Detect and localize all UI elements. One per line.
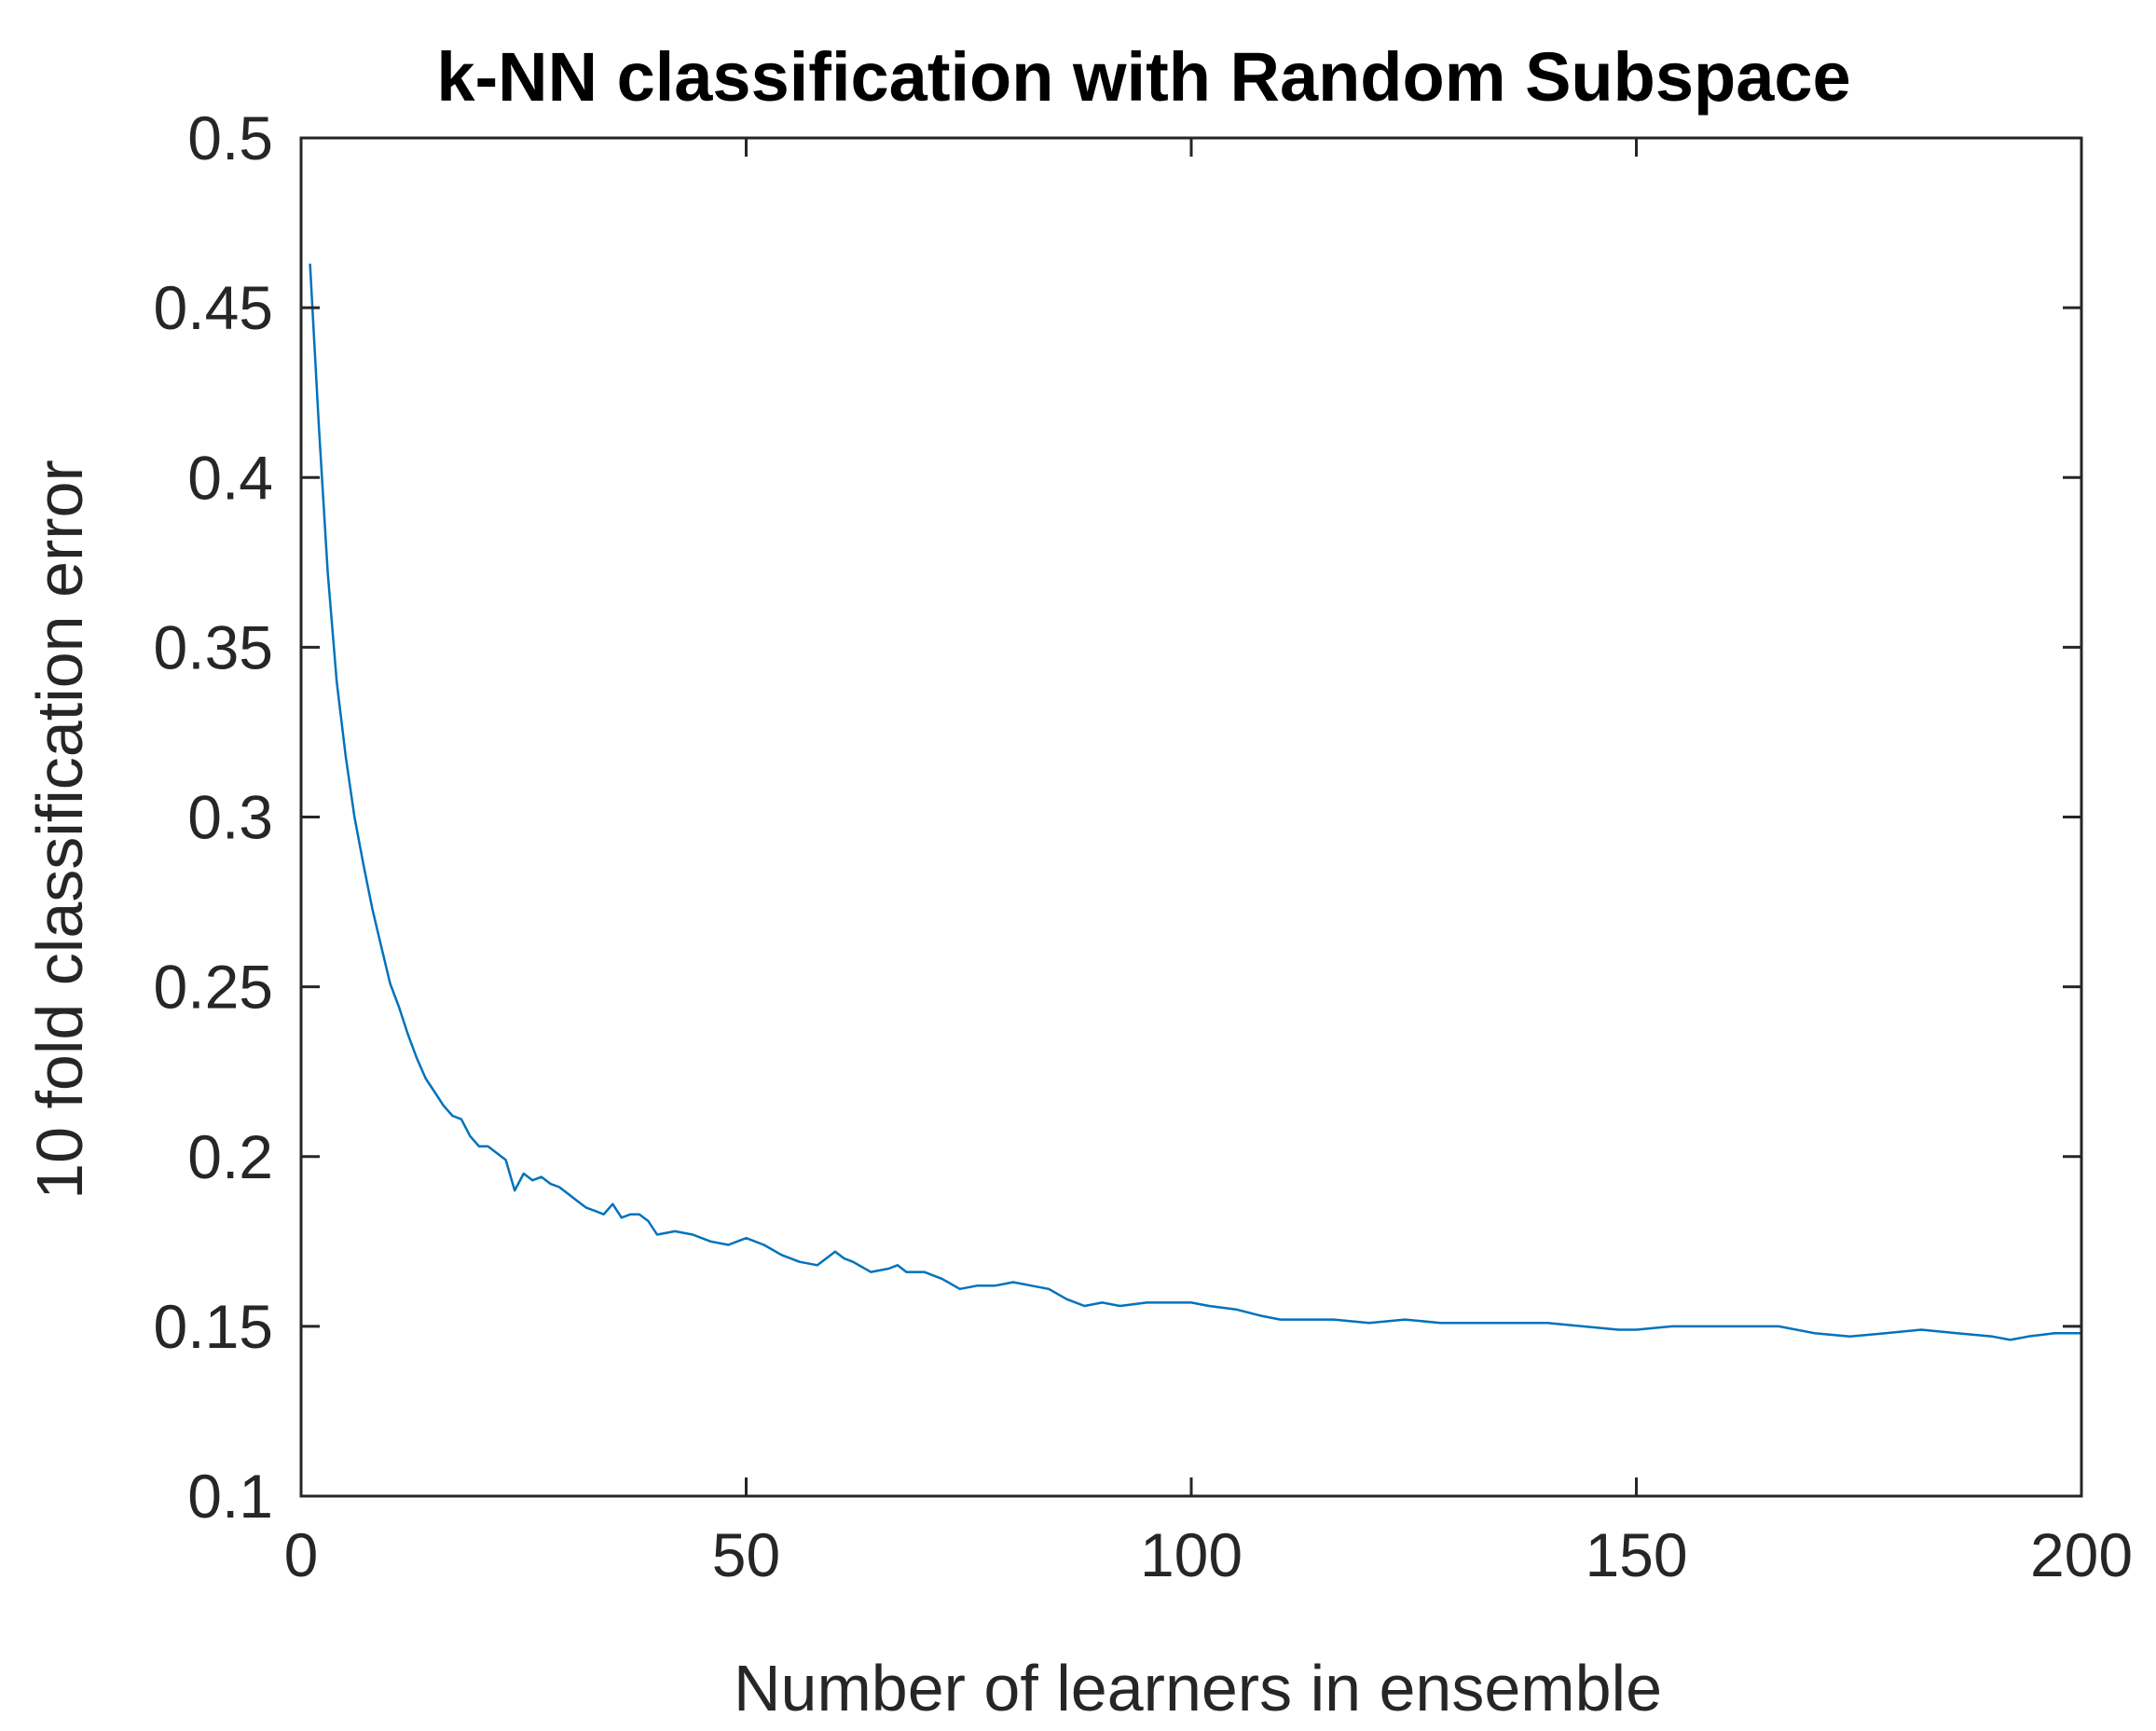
x-tick-label: 50 [712, 1520, 780, 1589]
x-axis: 0 50 100 150 200 [284, 138, 2133, 1589]
y-tick-label: 0.5 [187, 103, 273, 172]
chart-title: k-NN classification with Random Subspace [436, 38, 1850, 116]
y-tick-label: 0.1 [187, 1462, 273, 1531]
series-line-0 [309, 263, 2081, 1341]
y-tick-label: 0.25 [154, 953, 273, 1022]
x-tick-label: 150 [1585, 1520, 1687, 1589]
x-tick-label: 0 [284, 1520, 319, 1589]
y-tick-label: 0.35 [154, 612, 273, 681]
y-tick-label: 0.2 [187, 1122, 273, 1191]
x-tick-label: 100 [1140, 1520, 1243, 1589]
x-tick-label: 200 [2030, 1520, 2133, 1589]
x-axis-label: Number of learners in ensemble [734, 1652, 1662, 1724]
y-tick-label: 0.4 [187, 443, 273, 512]
y-tick-label: 0.3 [187, 783, 273, 852]
y-axis: 0.1 0.15 0.2 0.25 0.3 0.35 0.4 0.45 0.5 [154, 103, 2081, 1531]
plot-frame [299, 136, 2083, 1498]
y-axis-label: 10 fold classification error [23, 460, 96, 1200]
y-tick-label: 0.45 [154, 273, 273, 342]
plot-area [299, 136, 2083, 1498]
y-tick-label: 0.15 [154, 1292, 273, 1361]
